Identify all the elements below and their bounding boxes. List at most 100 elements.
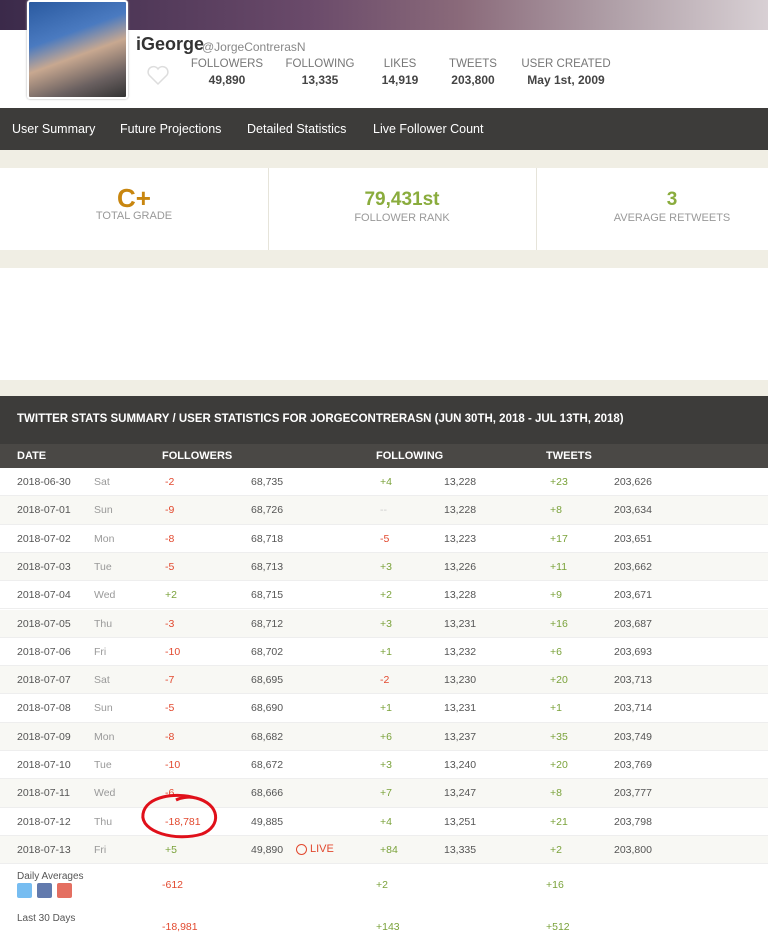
row-cell: 68,735 bbox=[251, 476, 284, 488]
row-cell: 203,798 bbox=[614, 815, 652, 828]
row-cell: 13,232 bbox=[444, 645, 477, 658]
row-cell: 68,682 bbox=[251, 730, 284, 743]
summary-value: -612 bbox=[162, 879, 184, 892]
row-day: Tue bbox=[94, 759, 112, 771]
row-day: Sun bbox=[94, 504, 113, 517]
row-cell: 13,240 bbox=[444, 759, 477, 771]
row-cell: 68,690 bbox=[251, 702, 284, 715]
summary-value: +16 bbox=[546, 879, 564, 892]
grade-value: 79,431st bbox=[364, 189, 440, 210]
row-cell: +5 bbox=[165, 843, 177, 856]
row-cell: 203,671 bbox=[614, 589, 652, 602]
share-icon[interactable] bbox=[37, 883, 52, 899]
row-cell: 13,231 bbox=[444, 617, 477, 630]
avatar[interactable] bbox=[27, 0, 128, 99]
live-indicator[interactable]: LIVE bbox=[310, 843, 334, 856]
grade-value: C+ bbox=[117, 183, 151, 213]
row-cell: +3 bbox=[380, 759, 392, 771]
row-cell: 203,714 bbox=[614, 702, 652, 715]
heart-icon[interactable] bbox=[146, 64, 170, 86]
row-cell: 203,777 bbox=[614, 787, 652, 800]
stat-label: FOLLOWING bbox=[285, 58, 355, 70]
row-date: 2018-07-03 bbox=[17, 560, 71, 573]
row-date: 2018-07-11 bbox=[17, 787, 70, 800]
summary-label: Last 30 Days bbox=[17, 913, 76, 925]
row-cell: 203,634 bbox=[614, 504, 652, 517]
row-cell: -3 bbox=[165, 617, 175, 630]
column-header: DATE bbox=[17, 450, 47, 462]
row-cell: -6 bbox=[165, 787, 175, 800]
nav-link[interactable]: Live Follower Count bbox=[373, 122, 484, 136]
stat-label: USER CREATED bbox=[521, 58, 611, 70]
table-title: TWITTER STATS SUMMARY / USER STATISTICS … bbox=[17, 413, 624, 425]
grade-value: 3 bbox=[666, 189, 678, 210]
row-day: Mon bbox=[94, 532, 115, 545]
summary-value: +143 bbox=[376, 921, 400, 933]
row-cell: +1 bbox=[380, 645, 392, 658]
row-date: 2018-07-02 bbox=[17, 532, 71, 545]
row-cell: +8 bbox=[550, 504, 562, 517]
row-date: 2018-07-12 bbox=[17, 815, 71, 828]
row-cell: 13,228 bbox=[444, 504, 477, 517]
row-cell: +8 bbox=[550, 787, 562, 800]
table-row bbox=[0, 835, 768, 865]
row-date: 2018-07-07 bbox=[17, 674, 71, 687]
row-cell: 49,890 bbox=[251, 843, 284, 856]
nav-link[interactable]: Future Projections bbox=[120, 122, 222, 136]
row-cell: 68,712 bbox=[251, 617, 284, 630]
nav-link[interactable]: User Summary bbox=[12, 122, 96, 136]
row-cell: +84 bbox=[380, 843, 398, 856]
divider bbox=[268, 168, 269, 250]
share-icon[interactable] bbox=[57, 883, 72, 899]
row-cell: +21 bbox=[550, 815, 568, 828]
divider bbox=[536, 168, 537, 250]
row-day: Thu bbox=[94, 815, 113, 828]
row-day: Sat bbox=[94, 674, 110, 687]
summary-label: Daily Averages bbox=[17, 871, 84, 883]
row-cell: 203,626 bbox=[614, 476, 652, 488]
row-cell: 203,687 bbox=[614, 617, 652, 630]
row-cell: -8 bbox=[165, 730, 175, 743]
live-icon bbox=[296, 843, 307, 855]
row-cell: +3 bbox=[380, 617, 392, 630]
table-row bbox=[0, 496, 768, 525]
row-cell: 68,726 bbox=[251, 504, 284, 517]
stat-label: TWEETS bbox=[449, 58, 497, 70]
row-cell: +2 bbox=[165, 589, 177, 602]
table-row bbox=[0, 722, 768, 751]
row-cell: -9 bbox=[165, 504, 175, 517]
row-day: Fri bbox=[94, 645, 107, 658]
row-cell: -10 bbox=[165, 759, 181, 771]
row-cell: 203,693 bbox=[614, 645, 652, 658]
row-cell: +6 bbox=[380, 730, 392, 743]
row-date: 2018-07-01 bbox=[17, 504, 71, 517]
row-day: Fri bbox=[94, 843, 107, 856]
row-cell: 203,800 bbox=[614, 843, 652, 856]
profile-name: iGeorge bbox=[136, 34, 205, 54]
row-cell: 203,651 bbox=[614, 532, 652, 545]
row-date: 2018-07-06 bbox=[17, 645, 71, 658]
row-cell: -5 bbox=[165, 560, 175, 573]
row-cell: 203,713 bbox=[614, 674, 652, 687]
row-cell: +35 bbox=[550, 730, 568, 743]
row-cell: -5 bbox=[165, 702, 175, 715]
profile-handle: @JorgeContrerasN bbox=[202, 40, 306, 54]
nav-link[interactable]: Detailed Statistics bbox=[247, 122, 347, 136]
row-date: 2018-07-04 bbox=[17, 589, 71, 602]
row-day: Thu bbox=[94, 617, 113, 630]
row-cell: -10 bbox=[165, 645, 181, 658]
row-day: Wed bbox=[94, 589, 116, 602]
row-cell: +16 bbox=[550, 617, 568, 630]
summary-value: +2 bbox=[376, 879, 388, 892]
annotation-circle bbox=[141, 793, 218, 839]
stat-value: 13,335 bbox=[301, 73, 339, 87]
stat-label: LIKES bbox=[383, 58, 417, 70]
row-day: Wed bbox=[94, 787, 116, 800]
stat-value: 203,800 bbox=[451, 73, 495, 87]
row-cell: 68,718 bbox=[251, 532, 284, 545]
row-cell: 68,715 bbox=[251, 589, 284, 602]
row-cell: +11 bbox=[550, 560, 568, 573]
row-cell: 13,231 bbox=[444, 702, 477, 715]
share-icon[interactable] bbox=[17, 883, 32, 899]
column-header: TWEETS bbox=[546, 450, 592, 462]
